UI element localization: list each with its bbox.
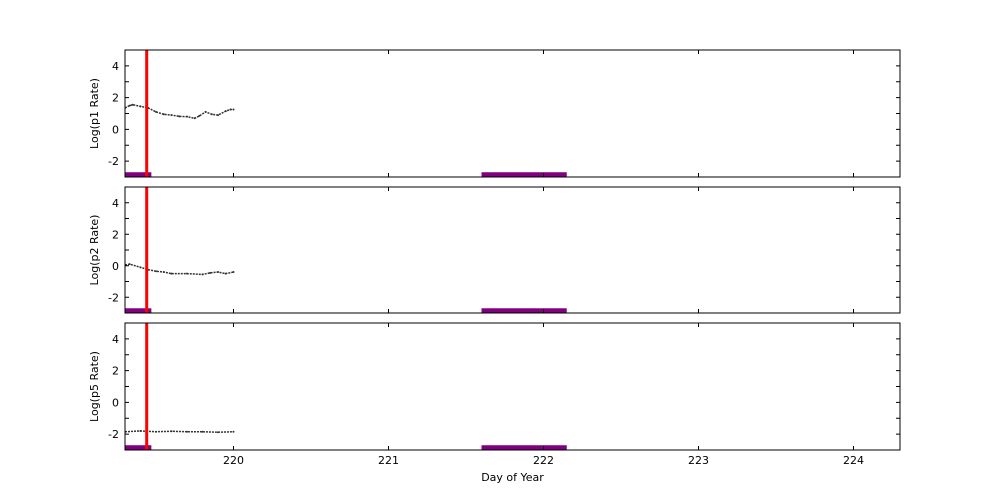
y-axis-label: Log(p1 Rate) (88, 78, 101, 149)
x-tick-label: 221 (378, 454, 399, 467)
data-point (170, 430, 173, 433)
data-point (217, 114, 219, 117)
data-point (139, 266, 142, 269)
data-point (186, 115, 188, 118)
data-point (155, 430, 157, 433)
panel-3: -2 0 2 4 220 221 222 223 224 Log(p5 Rate) Day of Y… (88, 322, 901, 484)
axes-frame (124, 322, 901, 451)
data-point (232, 271, 235, 274)
interval-bar (481, 308, 567, 313)
data-point (193, 117, 196, 120)
data-point (131, 103, 134, 106)
y-tick-label: 0 (112, 260, 119, 273)
x-tick-label: 223 (688, 454, 709, 467)
data-series (125, 430, 234, 433)
y-axis-label: Log(p5 Rate) (88, 351, 101, 422)
data-point (162, 113, 165, 116)
data-point (128, 104, 131, 107)
y-tick-label: 2 (112, 365, 119, 378)
interval-bar (125, 308, 152, 313)
x-axis-label: Day of Year (481, 471, 544, 484)
y-tick-label: 4 (112, 333, 119, 346)
interval-bar (125, 172, 152, 177)
axes-frame (124, 186, 901, 314)
interval-bar (481, 172, 567, 177)
data-point (217, 431, 219, 434)
data-point (201, 430, 204, 433)
data-point (229, 108, 232, 111)
y-tick-label: 4 (112, 60, 119, 73)
data-point (186, 272, 188, 275)
y-tick-label: 4 (112, 197, 119, 210)
data-point (178, 115, 181, 118)
data-point (139, 429, 142, 432)
data-series (125, 263, 234, 276)
axes-frame (124, 49, 901, 178)
data-point (155, 270, 157, 273)
data-point (201, 273, 204, 276)
y-tick-label: 0 (112, 123, 119, 136)
data-point (209, 271, 212, 274)
data-point (217, 271, 219, 274)
plot-area (125, 187, 567, 313)
y-tick-label: 0 (112, 396, 119, 409)
y-tick-label: 2 (112, 228, 119, 241)
y-tick-label: 2 (112, 92, 119, 105)
y-tick-label: -2 (108, 155, 119, 168)
data-point (210, 113, 213, 116)
x-tick-label: 220 (223, 454, 244, 467)
data-point (224, 110, 227, 113)
y-tick-label: -2 (108, 291, 119, 304)
data-point (155, 110, 157, 113)
data-series (125, 103, 234, 120)
x-tick-label: 222 (533, 454, 554, 467)
data-point (232, 430, 235, 433)
data-point (232, 108, 235, 111)
data-point (224, 272, 227, 275)
panel-1: -2 0 2 4 Log(p1 Rate) (88, 49, 901, 178)
y-axis-label: Log(p2 Rate) (88, 215, 101, 286)
plot-area (125, 50, 567, 177)
data-point (170, 114, 173, 117)
data-point (139, 105, 142, 108)
plot-area (125, 323, 567, 450)
panel-2: -2 0 2 4 Log(p2 Rate) (88, 186, 901, 314)
x-tick-label: 224 (843, 454, 864, 467)
data-point (198, 114, 201, 117)
data-point (204, 110, 207, 113)
interval-bar (481, 445, 567, 450)
data-point (170, 272, 173, 275)
interval-bar (125, 445, 152, 450)
data-point (186, 430, 188, 433)
y-tick-label: -2 (108, 428, 119, 441)
data-point (162, 271, 165, 274)
data-point (128, 263, 131, 266)
